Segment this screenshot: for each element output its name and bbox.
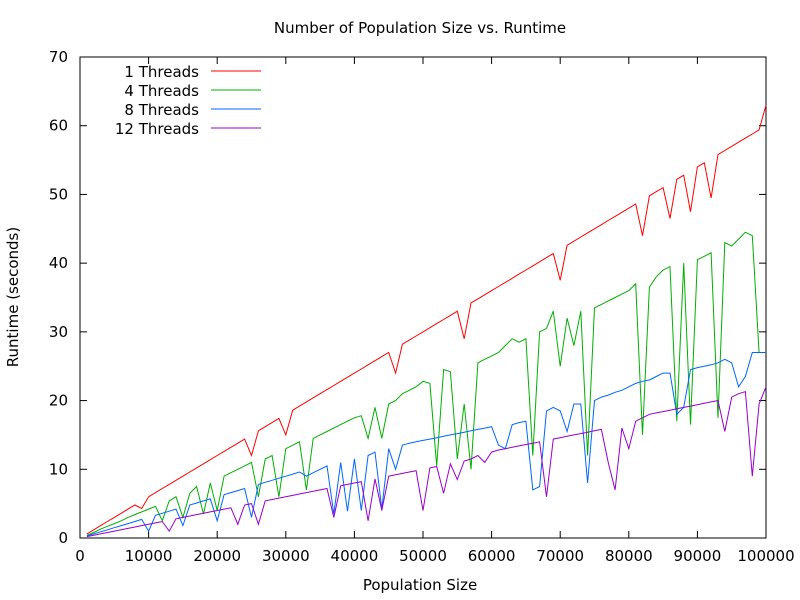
y-tick-label: 10 — [49, 460, 68, 478]
x-tick-label: 50000 — [399, 547, 447, 565]
y-tick-label: 40 — [49, 254, 68, 272]
x-tick-label: 60000 — [468, 547, 516, 565]
y-tick-label: 70 — [49, 48, 68, 66]
y-tick-label: 50 — [49, 185, 68, 203]
x-tick-label: 10000 — [125, 547, 173, 565]
series-lines — [86, 104, 767, 538]
y-tick-label: 60 — [49, 117, 68, 135]
axis-ticks: 0 10000 20000 30000 40000 50000 60000 70000 8000… — [49, 48, 795, 565]
x-tick-label: 30000 — [262, 547, 310, 565]
x-tick-label: 0 — [75, 547, 85, 565]
x-tick-label: 80000 — [605, 547, 653, 565]
x-tick-label: 70000 — [536, 547, 584, 565]
y-tick-label: 30 — [49, 323, 68, 341]
legend-label: 4 Threads — [124, 82, 199, 100]
x-tick-label: 40000 — [331, 547, 379, 565]
x-axis-label: Population Size — [363, 576, 477, 594]
y-axis-label: Runtime (seconds) — [4, 227, 22, 367]
legend-label: 1 Threads — [124, 63, 199, 81]
x-tick-label: 90000 — [674, 547, 722, 565]
y-tick-label: 20 — [49, 392, 68, 410]
x-tick-label: 100000 — [737, 547, 794, 565]
chart-title: Number of Population Size vs. Runtime — [274, 19, 566, 37]
series-line-8-threads — [86, 352, 766, 537]
series-line-12-threads — [86, 386, 767, 538]
legend-label: 12 Threads — [115, 120, 199, 138]
x-tick-label: 20000 — [193, 547, 241, 565]
series-line-4-threads — [86, 231, 766, 536]
y-tick-label: 0 — [58, 529, 68, 547]
legend-label: 8 Threads — [124, 101, 199, 119]
series-line-1-threads — [86, 104, 767, 535]
